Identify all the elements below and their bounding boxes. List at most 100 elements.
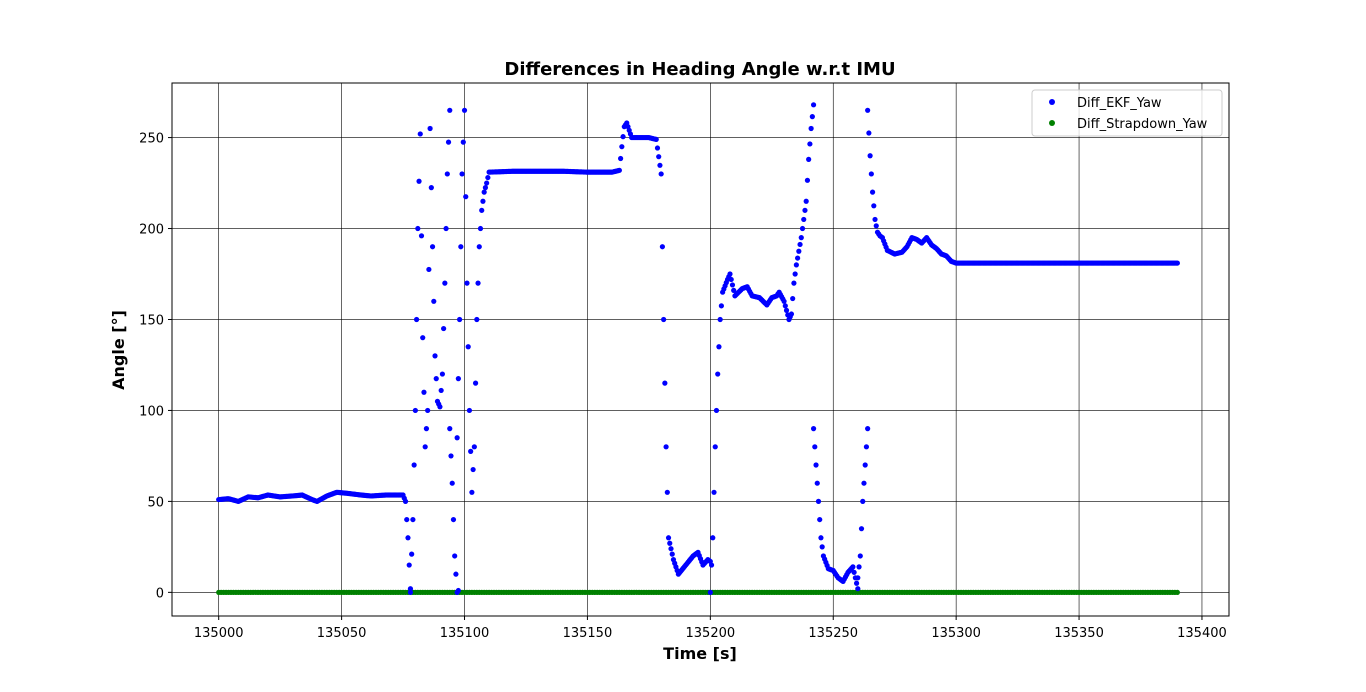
data-point bbox=[421, 389, 427, 395]
data-point bbox=[407, 586, 414, 592]
x-tick-label: 135300 bbox=[931, 626, 981, 641]
data-point bbox=[802, 207, 808, 213]
data-point bbox=[853, 580, 860, 586]
plot-frame bbox=[171, 82, 1230, 617]
legend-marker-ekf bbox=[1049, 99, 1055, 105]
data-point bbox=[797, 241, 803, 248]
data-point bbox=[415, 225, 421, 232]
data-point bbox=[452, 553, 458, 559]
data-point bbox=[418, 233, 425, 239]
data-point bbox=[447, 107, 453, 113]
x-tick-label: 135350 bbox=[1054, 626, 1104, 641]
data-point bbox=[471, 444, 477, 450]
data-point bbox=[470, 466, 476, 473]
data-point bbox=[474, 316, 480, 323]
data-point bbox=[429, 244, 436, 250]
data-point bbox=[817, 516, 823, 523]
data-point bbox=[409, 551, 415, 557]
data-point bbox=[708, 562, 715, 568]
data-point bbox=[810, 426, 817, 432]
data-point bbox=[865, 426, 871, 432]
data-point bbox=[476, 244, 482, 250]
plot-area bbox=[216, 102, 1180, 595]
data-point bbox=[658, 171, 664, 177]
legend-label-strapdown: Diff_Strapdown_Yaw bbox=[1077, 117, 1208, 132]
data-point bbox=[809, 114, 815, 120]
data-point bbox=[669, 551, 675, 557]
data-point bbox=[814, 480, 820, 486]
data-point bbox=[457, 316, 463, 323]
y-tick-label: 100 bbox=[139, 404, 164, 419]
data-point bbox=[461, 107, 468, 113]
data-point bbox=[819, 544, 825, 550]
data-point bbox=[727, 271, 733, 277]
data-point bbox=[795, 255, 801, 261]
series-Diff_Strapdown_Yaw bbox=[216, 589, 1180, 595]
y-axis: 0 50 100 150 200 250 bbox=[139, 132, 172, 601]
data-point bbox=[427, 125, 433, 132]
data-point bbox=[657, 162, 663, 168]
data-point bbox=[803, 198, 809, 204]
data-point bbox=[815, 498, 822, 504]
data-point bbox=[458, 244, 464, 250]
data-point bbox=[406, 562, 412, 568]
data-point bbox=[856, 564, 862, 570]
data-point bbox=[807, 141, 813, 147]
data-point bbox=[718, 303, 724, 309]
data-point bbox=[407, 589, 414, 595]
x-axis: 135000 135050 135100 135150 135200 135250 1353… bbox=[194, 616, 1227, 641]
data-point bbox=[850, 564, 856, 570]
data-point bbox=[412, 407, 418, 414]
data-point bbox=[793, 262, 799, 268]
data-point bbox=[619, 144, 625, 150]
data-point bbox=[431, 298, 437, 304]
data-point bbox=[861, 480, 867, 486]
data-point bbox=[453, 571, 459, 577]
data-point bbox=[620, 134, 626, 140]
data-point bbox=[728, 276, 734, 283]
data-point bbox=[711, 489, 717, 495]
data-point bbox=[410, 516, 416, 523]
data-point bbox=[437, 404, 443, 410]
data-point bbox=[781, 298, 787, 304]
data-point bbox=[792, 271, 798, 277]
data-point bbox=[417, 131, 423, 137]
data-point bbox=[873, 223, 879, 229]
data-point bbox=[477, 225, 484, 232]
data-point bbox=[731, 287, 737, 293]
y-tick-label: 0 bbox=[156, 586, 164, 601]
data-point bbox=[866, 130, 872, 136]
data-point bbox=[443, 225, 449, 232]
x-tick-label: 135050 bbox=[317, 626, 367, 641]
data-point bbox=[707, 589, 713, 595]
data-point bbox=[791, 280, 797, 286]
data-point bbox=[710, 535, 716, 541]
legend-marker-strapdown bbox=[1049, 120, 1055, 126]
data-point bbox=[450, 516, 457, 523]
data-point bbox=[661, 316, 667, 323]
y-tick-label: 50 bbox=[147, 495, 164, 510]
data-point bbox=[858, 526, 865, 532]
data-point bbox=[663, 444, 669, 450]
data-point bbox=[480, 198, 486, 204]
grid bbox=[172, 83, 1229, 616]
data-point bbox=[439, 371, 445, 377]
data-point bbox=[667, 540, 673, 546]
data-point bbox=[799, 225, 806, 232]
data-point bbox=[454, 435, 460, 441]
x-tick-label: 135400 bbox=[1177, 626, 1227, 641]
data-point bbox=[479, 207, 485, 213]
x-tick-label: 135250 bbox=[808, 626, 858, 641]
data-point bbox=[455, 587, 461, 594]
data-point bbox=[432, 353, 438, 359]
data-point bbox=[862, 462, 868, 468]
legend-box bbox=[1031, 89, 1223, 137]
data-point bbox=[808, 125, 814, 132]
data-point bbox=[867, 153, 873, 159]
data-point bbox=[851, 569, 857, 575]
data-point bbox=[444, 171, 450, 177]
data-point bbox=[869, 189, 876, 195]
data-point bbox=[438, 387, 444, 394]
data-point bbox=[782, 303, 788, 309]
data-point bbox=[860, 498, 866, 504]
